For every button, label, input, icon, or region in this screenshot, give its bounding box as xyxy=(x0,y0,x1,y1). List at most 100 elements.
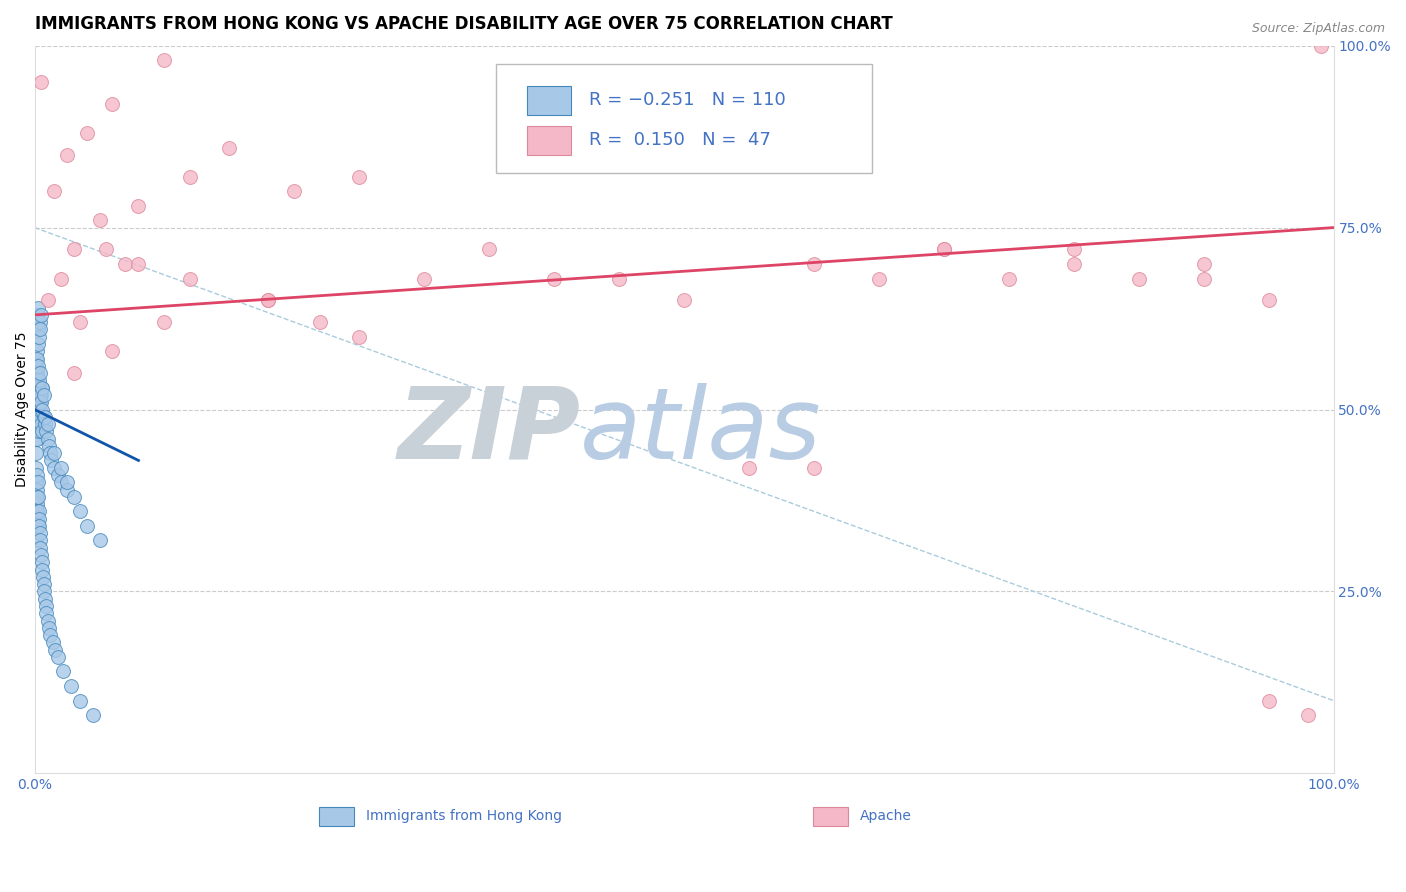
Point xyxy=(25,497,48,511)
Point xyxy=(56,483,79,497)
Point xyxy=(25,344,48,359)
Point xyxy=(30,541,52,555)
Point xyxy=(69,693,91,707)
Point xyxy=(34,584,56,599)
Point xyxy=(25,409,48,424)
Point xyxy=(31,402,53,417)
Point xyxy=(153,54,176,68)
Point xyxy=(25,425,48,439)
Point xyxy=(28,330,51,344)
Point xyxy=(25,504,48,518)
Point xyxy=(543,271,565,285)
Point xyxy=(28,425,51,439)
Point xyxy=(25,417,48,431)
Point xyxy=(31,381,53,395)
Point xyxy=(38,621,60,635)
Point xyxy=(82,708,104,723)
Point xyxy=(27,402,49,417)
Point xyxy=(101,96,124,111)
Point xyxy=(35,425,58,439)
FancyBboxPatch shape xyxy=(527,86,571,115)
Point xyxy=(25,460,48,475)
Point xyxy=(30,75,52,89)
Point xyxy=(49,460,72,475)
Point xyxy=(27,409,49,424)
Point xyxy=(38,439,60,453)
Point xyxy=(32,577,55,591)
Point xyxy=(1192,271,1215,285)
Point xyxy=(62,366,84,380)
Point xyxy=(932,243,955,257)
Point xyxy=(27,475,49,490)
Point xyxy=(932,243,955,257)
Text: Immigrants from Hong Kong: Immigrants from Hong Kong xyxy=(366,808,562,822)
Point xyxy=(25,315,48,329)
Point xyxy=(1296,708,1319,723)
Point xyxy=(803,460,825,475)
Point xyxy=(673,293,696,308)
Point xyxy=(413,271,436,285)
Point xyxy=(49,271,72,285)
Text: Apache: Apache xyxy=(859,808,911,822)
Point xyxy=(42,446,65,460)
Point xyxy=(283,184,305,198)
Point xyxy=(738,460,761,475)
Point xyxy=(607,271,630,285)
Point xyxy=(41,453,63,467)
Point xyxy=(179,271,201,285)
Point xyxy=(27,395,49,409)
Point xyxy=(28,519,51,533)
Point xyxy=(39,446,62,460)
Point xyxy=(153,315,176,329)
Point xyxy=(30,366,52,380)
FancyBboxPatch shape xyxy=(813,806,848,827)
Point xyxy=(27,504,49,518)
Point xyxy=(30,308,52,322)
Point xyxy=(25,402,48,417)
Point xyxy=(218,140,240,154)
Point xyxy=(89,533,111,548)
Point xyxy=(31,563,53,577)
Point xyxy=(37,417,59,431)
Point xyxy=(31,555,53,569)
Point xyxy=(27,490,49,504)
Point xyxy=(25,366,48,380)
Point xyxy=(27,337,49,351)
Point xyxy=(30,388,52,402)
Point xyxy=(25,468,48,483)
Point xyxy=(25,490,48,504)
Point xyxy=(478,243,501,257)
Point xyxy=(34,409,56,424)
Point xyxy=(27,388,49,402)
Point xyxy=(25,475,48,490)
Point xyxy=(56,475,79,490)
Point xyxy=(32,409,55,424)
Point xyxy=(94,243,117,257)
Point xyxy=(1128,271,1150,285)
Y-axis label: Disability Age Over 75: Disability Age Over 75 xyxy=(15,332,30,487)
Point xyxy=(25,519,48,533)
Point xyxy=(30,417,52,431)
Point xyxy=(25,388,48,402)
Point xyxy=(25,432,48,446)
Point xyxy=(349,330,371,344)
Point xyxy=(868,271,890,285)
Point xyxy=(34,591,56,606)
Point xyxy=(997,271,1019,285)
Point xyxy=(25,446,48,460)
Point xyxy=(28,373,51,387)
Point xyxy=(52,665,75,679)
Point xyxy=(27,519,49,533)
Point xyxy=(31,381,53,395)
Text: Source: ZipAtlas.com: Source: ZipAtlas.com xyxy=(1251,22,1385,36)
Point xyxy=(25,395,48,409)
Point xyxy=(42,460,65,475)
Point xyxy=(31,425,53,439)
Point xyxy=(127,199,149,213)
Point xyxy=(27,381,49,395)
Text: R = −0.251   N = 110: R = −0.251 N = 110 xyxy=(589,91,786,109)
Point xyxy=(37,293,59,308)
Point xyxy=(25,432,48,446)
Point xyxy=(1309,38,1331,53)
Point xyxy=(25,533,48,548)
